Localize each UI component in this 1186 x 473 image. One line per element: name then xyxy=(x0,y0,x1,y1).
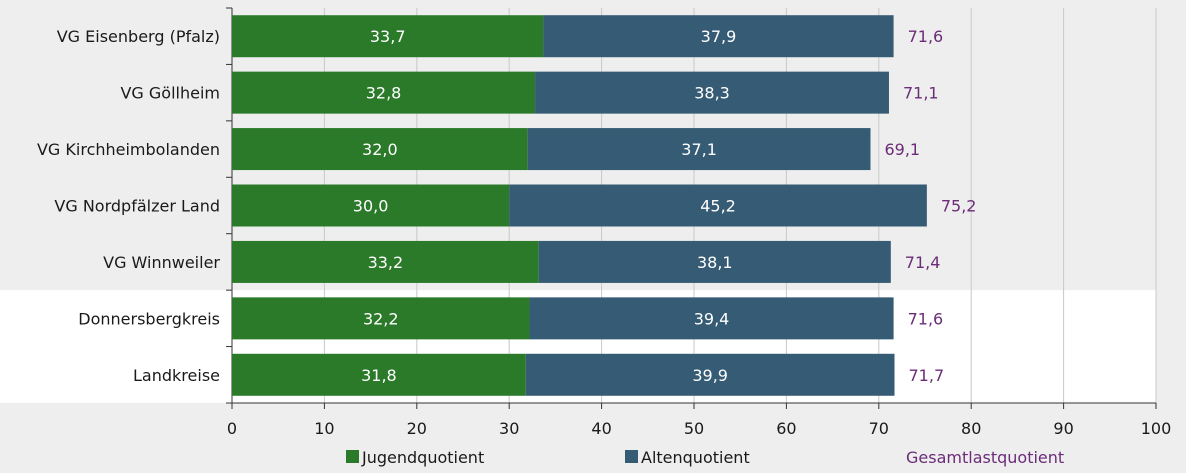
category-label: VG Eisenberg (Pfalz) xyxy=(57,27,220,46)
bar-value-label: 38,3 xyxy=(694,84,730,103)
bar-segment xyxy=(232,240,539,283)
x-tick-label: 90 xyxy=(1053,419,1073,438)
total-value-label: 71,6 xyxy=(908,309,944,328)
bar-segment xyxy=(535,71,889,114)
x-tick-label: 10 xyxy=(314,419,334,438)
total-value-label: 71,4 xyxy=(905,253,941,272)
bar-value-label: 45,2 xyxy=(700,197,736,216)
legend-label-gesamtlastquotient: Gesamtlastquotient xyxy=(906,448,1064,467)
bar-segment xyxy=(232,15,544,58)
legend-label-jugendquotient: Jugendquotient xyxy=(361,448,484,467)
bar-value-label: 39,9 xyxy=(692,366,728,385)
total-value-label: 71,7 xyxy=(909,366,945,385)
total-value-label: 71,1 xyxy=(903,84,939,103)
bar-segment xyxy=(232,297,530,340)
bar-segment xyxy=(232,353,526,396)
category-label: VG Winnweiler xyxy=(103,253,220,272)
bar-segment xyxy=(232,128,528,171)
bar-value-label: 32,0 xyxy=(362,140,398,159)
category-label: VG Nordpfälzer Land xyxy=(54,197,220,216)
bar-segment xyxy=(543,15,894,58)
bar-value-label: 33,7 xyxy=(370,27,406,46)
x-tick-label: 80 xyxy=(961,419,981,438)
bar-segment xyxy=(529,297,894,340)
bar-value-label: 32,2 xyxy=(363,309,399,328)
x-tick-label: 30 xyxy=(499,419,519,438)
legend-swatch-altenquotient xyxy=(625,450,638,463)
total-value-label: 71,6 xyxy=(908,27,944,46)
bar-segment xyxy=(232,184,510,227)
x-tick-label: 70 xyxy=(869,419,889,438)
bar-segment xyxy=(509,184,927,227)
category-label: Donnersbergkreis xyxy=(78,309,220,328)
x-tick-label: 50 xyxy=(684,419,704,438)
bar-value-label: 33,2 xyxy=(368,253,404,272)
bar-value-label: 37,1 xyxy=(681,140,717,159)
total-value-label: 69,1 xyxy=(884,140,920,159)
x-tick-label: 40 xyxy=(591,419,611,438)
category-label: VG Göllheim xyxy=(120,84,220,103)
bar-segment xyxy=(525,353,895,396)
bar-value-label: 39,4 xyxy=(694,309,730,328)
category-label: VG Kirchheimbolanden xyxy=(37,140,220,159)
bar-value-label: 38,1 xyxy=(697,253,733,272)
bar-segment xyxy=(538,240,891,283)
bar-value-label: 31,8 xyxy=(361,366,397,385)
bar-segment xyxy=(527,128,871,171)
bar-value-label: 32,8 xyxy=(366,84,402,103)
x-tick-label: 20 xyxy=(407,419,427,438)
bar-value-label: 30,0 xyxy=(353,197,389,216)
category-label: Landkreise xyxy=(133,366,220,385)
legend-label-altenquotient: Altenquotient xyxy=(641,448,750,467)
total-value-label: 75,2 xyxy=(941,197,977,216)
legend-swatch-jugendquotient xyxy=(346,450,359,463)
bar-value-label: 37,9 xyxy=(701,27,737,46)
x-tick-label: 100 xyxy=(1141,419,1172,438)
x-tick-label: 0 xyxy=(227,419,237,438)
x-tick-label: 60 xyxy=(776,419,796,438)
bar-segment xyxy=(232,71,536,114)
